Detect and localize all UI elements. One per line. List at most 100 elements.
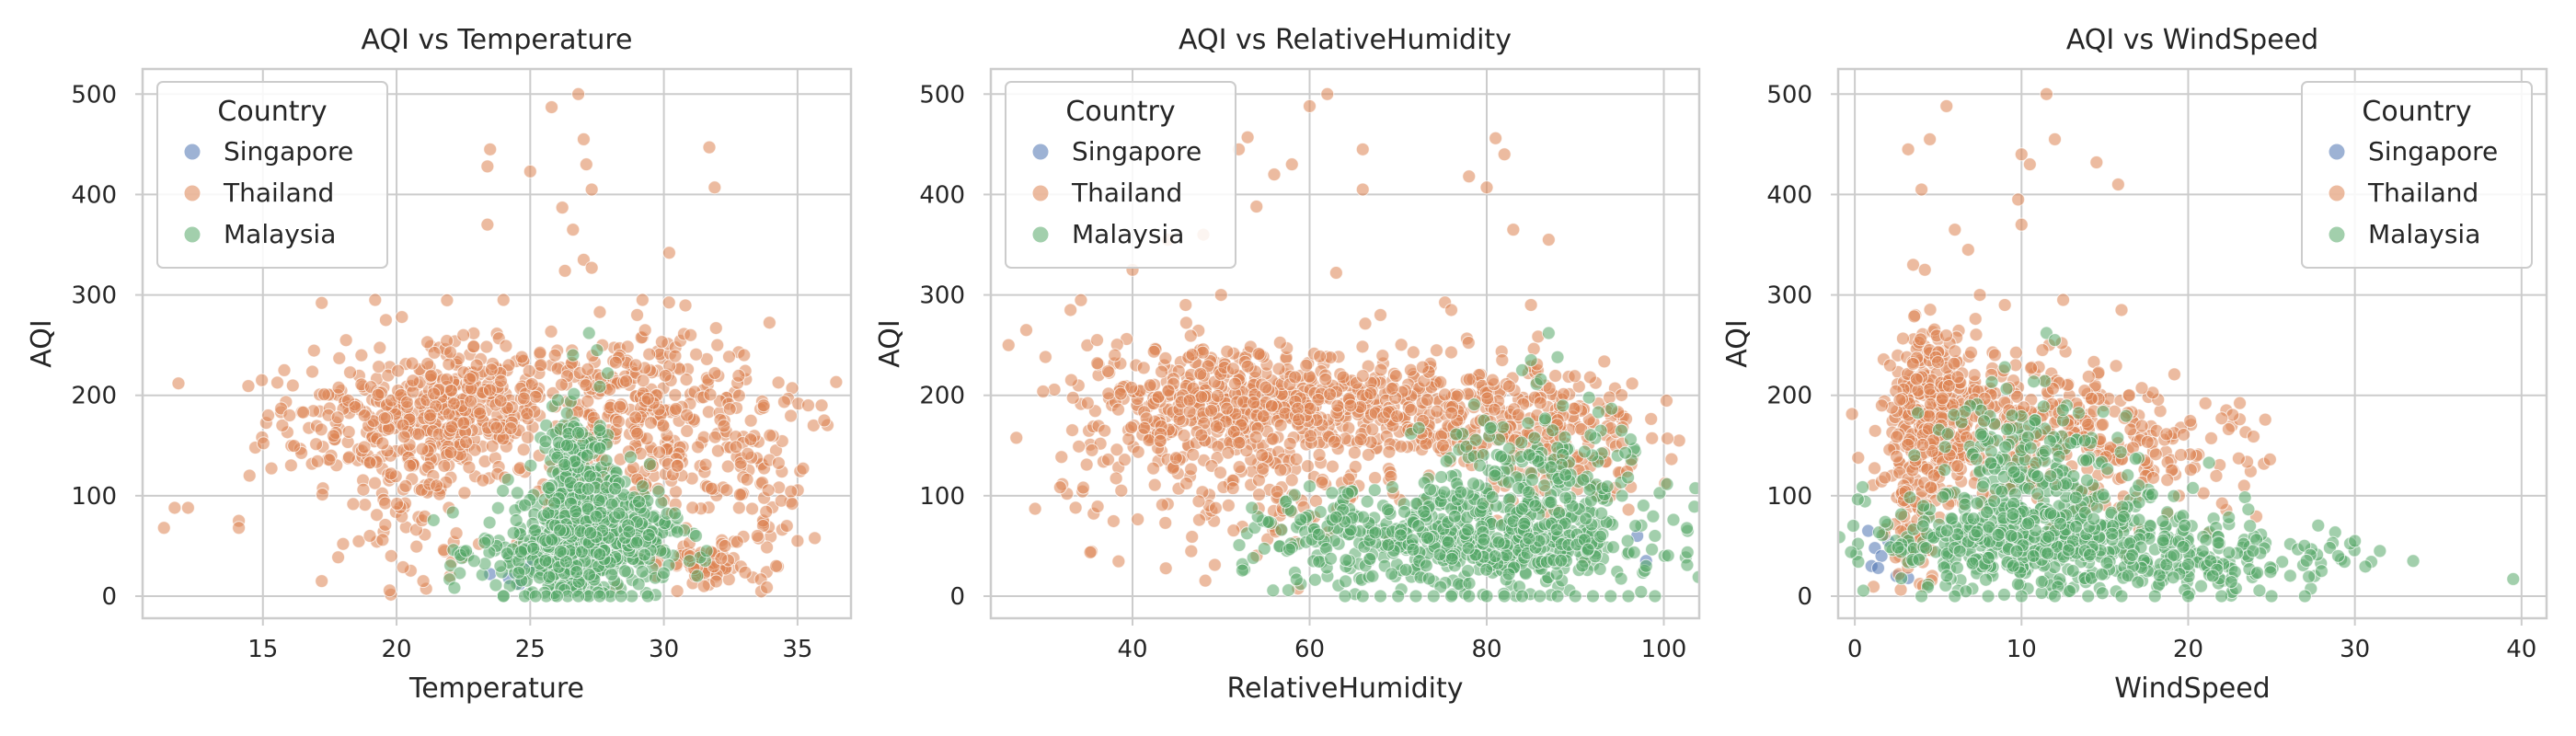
scatter-point <box>1497 589 1512 604</box>
scatter-point <box>1947 356 1961 371</box>
scatter-point <box>368 476 383 490</box>
scatter-point <box>1544 495 1558 510</box>
legend-marker <box>1031 225 1050 244</box>
scatter-point <box>592 547 607 562</box>
scatter-point <box>1284 157 1299 172</box>
scatter-point <box>545 533 559 547</box>
scatter-point <box>750 529 765 544</box>
x-tick-label: 20 <box>381 636 411 663</box>
scatter-point <box>1151 389 1166 404</box>
scatter-point <box>601 366 615 381</box>
scatter-point <box>2114 303 2129 317</box>
scatter-point <box>1225 362 1240 376</box>
x-axis-label: RelativeHumidity <box>1226 673 1463 705</box>
scatter-point <box>493 558 508 573</box>
scatter-point <box>1491 535 1506 549</box>
scatter-point <box>446 397 461 411</box>
scatter-point <box>1207 558 1222 572</box>
scatter-point <box>1388 369 1403 384</box>
scatter-point <box>522 363 536 378</box>
scatter-point <box>512 565 526 580</box>
scatter-point <box>524 376 539 391</box>
scatter-point <box>1914 332 1928 347</box>
scatter-point <box>520 407 535 421</box>
scatter-point <box>2233 396 2248 410</box>
scatter-point <box>372 360 386 374</box>
scatter-point <box>1497 147 1512 162</box>
scatter-point <box>1394 338 1409 352</box>
scatter-point <box>1568 589 1582 604</box>
scatter-point <box>623 450 638 465</box>
scatter-point <box>1307 572 1322 587</box>
scatter-point <box>463 372 477 386</box>
scatter-point <box>1194 389 1209 404</box>
scatter-point <box>1374 589 1387 604</box>
scatter-point <box>668 506 683 521</box>
scatter-point <box>1100 364 1115 379</box>
y-tick-label: 200 <box>71 383 117 410</box>
scatter-point <box>581 326 596 340</box>
scatter-point <box>500 546 514 561</box>
scatter-point <box>1158 561 1173 576</box>
scatter-point <box>1501 379 1516 394</box>
scatter-point <box>156 521 171 535</box>
scatter-point <box>1487 402 1501 417</box>
scatter-point <box>1390 409 1405 424</box>
scatter-point <box>553 523 568 537</box>
scatter-point <box>1579 512 1593 526</box>
scatter-point <box>1441 535 1455 549</box>
scatter-point <box>796 461 811 476</box>
scatter-point <box>732 488 747 502</box>
scatter-point <box>1524 472 1539 487</box>
scatter-point <box>368 293 383 307</box>
scatter-point <box>576 132 591 146</box>
scatter-point <box>399 395 414 409</box>
scatter-point <box>1577 444 1592 459</box>
scatter-point <box>296 405 311 420</box>
scatter-point <box>1009 431 1024 445</box>
scatter-point <box>1281 582 1295 597</box>
scatter-point <box>1434 469 1449 484</box>
scatter-point <box>2134 419 2149 433</box>
scatter-point <box>1313 504 1328 519</box>
scatter-point <box>1672 433 1686 448</box>
scatter-point <box>1851 451 1866 466</box>
scatter-point <box>1447 509 1462 523</box>
scatter-point <box>652 445 667 460</box>
scatter-point <box>1232 460 1247 475</box>
scatter-point <box>1266 583 1281 598</box>
scatter-point <box>1411 519 1426 534</box>
scatter-point <box>1511 408 1525 422</box>
scatter-point <box>1185 347 1200 362</box>
scatter-point <box>709 574 724 589</box>
scatter-point <box>668 349 683 363</box>
scatter-point <box>1488 468 1502 483</box>
scatter-point <box>1517 516 1532 531</box>
scatter-point <box>545 99 559 114</box>
scatter-point <box>771 375 786 390</box>
scatter-point <box>690 569 705 583</box>
scatter-point <box>1341 472 1356 487</box>
scatter-point <box>1330 398 1345 413</box>
scatter-point <box>678 298 693 313</box>
scatter-point <box>390 497 405 512</box>
scatter-point <box>1550 350 1565 364</box>
scatter-point <box>1620 534 1635 548</box>
scatter-point <box>533 345 547 360</box>
scatter-point <box>776 395 791 409</box>
scatter-point <box>1680 545 1695 559</box>
scatter-point <box>2203 431 2218 445</box>
scatter-point <box>1968 312 1983 327</box>
scatter-point <box>354 348 369 362</box>
scatter-point <box>1882 358 1897 373</box>
scatter-point <box>1652 486 1667 500</box>
scatter-point <box>1110 443 1124 457</box>
scatter-point <box>738 565 753 580</box>
scatter-point <box>670 524 684 539</box>
scatter-point <box>718 538 732 553</box>
scatter-point <box>1220 344 1235 359</box>
scatter-point <box>362 455 377 470</box>
legend-marker <box>183 143 201 161</box>
